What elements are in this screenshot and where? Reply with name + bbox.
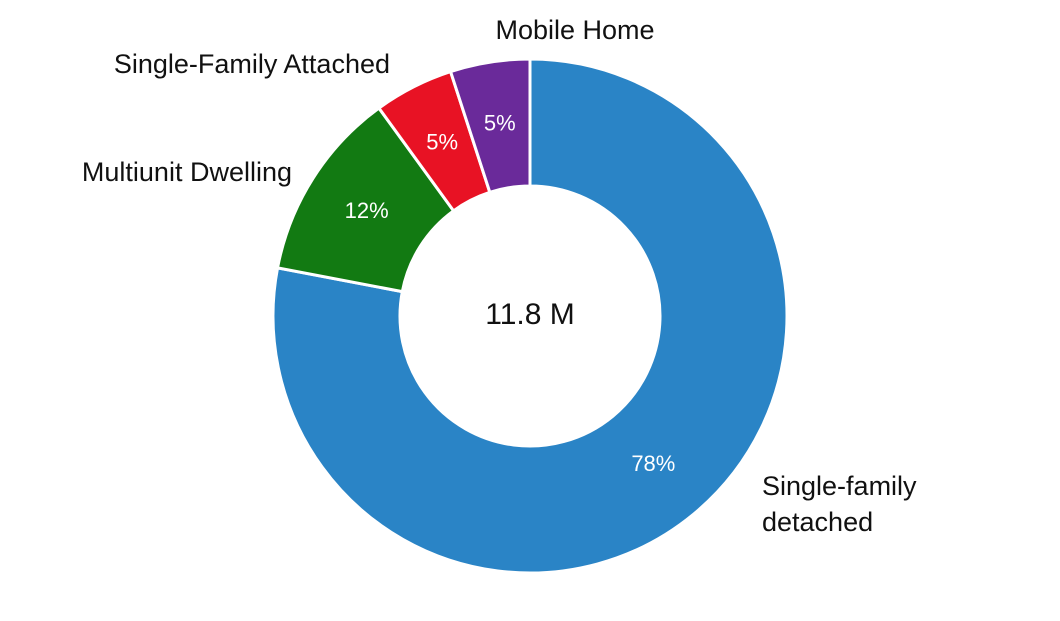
category-label: Mobile Home: [495, 15, 655, 45]
value-label: 78%: [631, 451, 675, 476]
value-label: 5%: [484, 111, 516, 136]
donut-segment: [448, 57, 532, 195]
category-label: Single-family detached: [762, 471, 917, 537]
value-label: 5%: [426, 129, 458, 154]
center-label: 11.8 M: [485, 298, 575, 331]
category-label: Multiunit Dwelling: [81, 157, 292, 187]
donut-segment: [271, 57, 789, 575]
value-label: 12%: [345, 198, 389, 223]
category-label: Single-Family Attached: [113, 49, 390, 79]
